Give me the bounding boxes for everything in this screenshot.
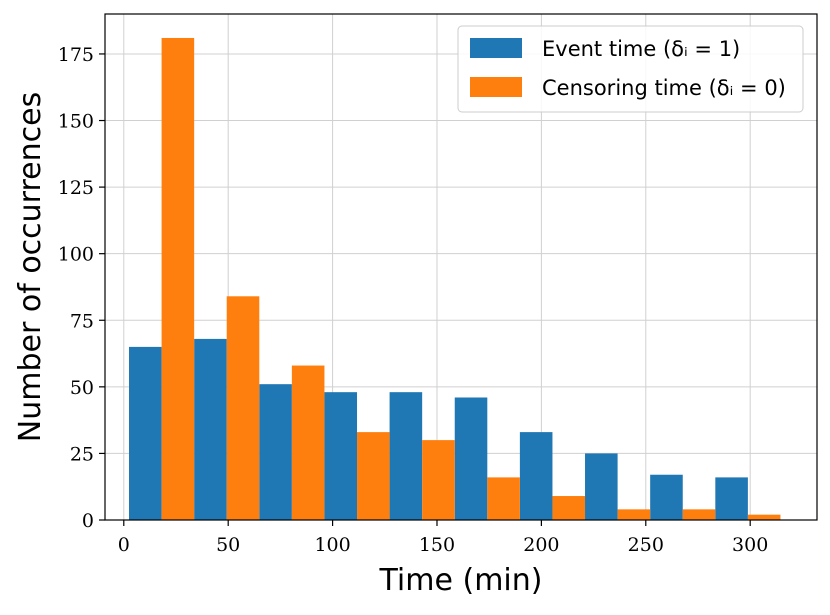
legend-swatch-censoring (470, 77, 522, 97)
event-time-bar (389, 392, 423, 520)
y-tick-label: 25 (70, 443, 94, 465)
x-tick-label: 300 (732, 534, 768, 556)
censoring-time-bar (226, 296, 260, 520)
legend-box (457, 25, 804, 113)
x-tick-label: 250 (628, 534, 664, 556)
event-time-bar (454, 397, 488, 520)
censoring-time-bar (357, 432, 390, 520)
plot-frame (104, 13, 818, 521)
axis-ticks: 0 50 100 150 200 250 300 0 25 50 75 100 125 150 175 (58, 44, 769, 556)
y-tick-label: 0 (82, 510, 94, 532)
event-time-bar (129, 346, 162, 520)
y-tick-label: 175 (58, 44, 94, 66)
y-tick-label: 100 (58, 244, 94, 266)
censoring-time-bar (552, 496, 586, 520)
x-tick-label: 0 (118, 534, 130, 556)
legend: Event time (δᵢ = 1) Censoring time (δᵢ =… (457, 25, 804, 113)
bars (129, 37, 781, 521)
x-tick-label: 100 (314, 534, 350, 556)
y-tick-label: 50 (70, 377, 94, 399)
x-tick-label: 200 (523, 534, 559, 556)
censoring-time-bar (291, 365, 325, 520)
censoring-time-bar (422, 440, 455, 520)
event-time-bar (715, 477, 748, 520)
y-tick-label: 125 (58, 177, 94, 199)
y-tick-label: 150 (58, 111, 94, 133)
x-axis-title: Time (min) (379, 563, 543, 598)
event-time-bar (519, 432, 553, 520)
event-time-bar (259, 384, 292, 520)
legend-label-censoring: Censoring time (δᵢ = 0) (542, 76, 786, 100)
censoring-time-bar (161, 37, 195, 521)
x-tick-label: 50 (216, 534, 240, 556)
event-time-bar (324, 392, 358, 520)
y-axis-title: Number of occurrences (13, 92, 48, 442)
censoring-time-bar (682, 509, 716, 520)
y-tick-label: 75 (70, 310, 94, 332)
event-time-bar (650, 474, 683, 520)
censoring-time-bar (617, 509, 651, 520)
legend-swatch-event (470, 38, 522, 58)
event-time-bar (194, 338, 227, 520)
censoring-time-bar (747, 514, 781, 520)
event-time-bar (585, 453, 618, 520)
x-tick-label: 150 (419, 534, 455, 556)
legend-label-event: Event time (δᵢ = 1) (542, 37, 740, 61)
censoring-time-bar (487, 477, 520, 520)
